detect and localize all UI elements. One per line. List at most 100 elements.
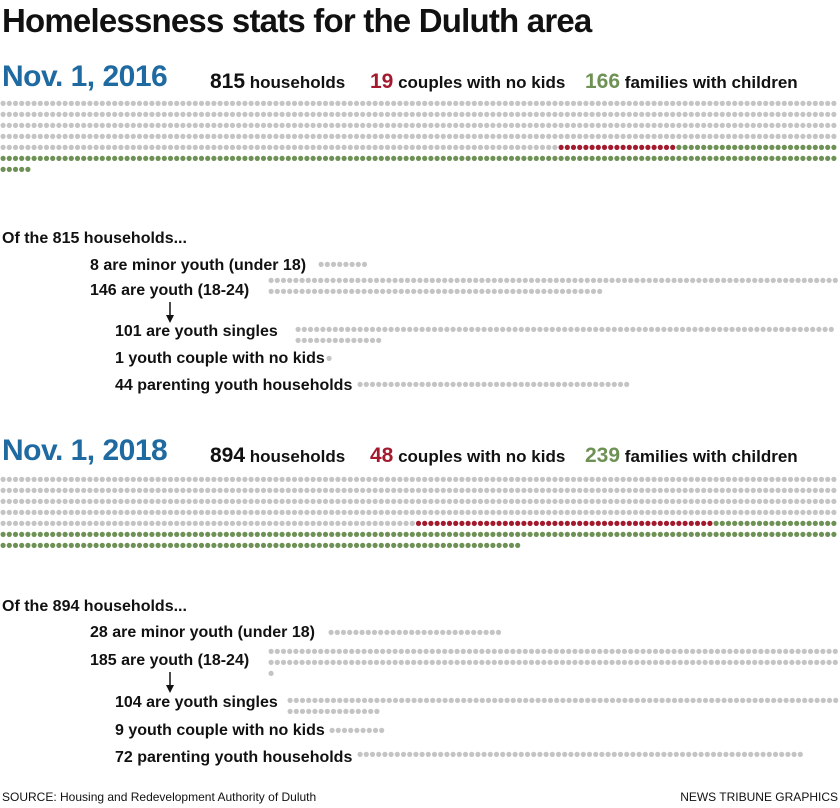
household-dot <box>515 520 521 526</box>
household-dot <box>800 122 806 128</box>
household-dot <box>713 509 719 515</box>
household-dot <box>608 155 614 161</box>
household-dot <box>446 133 453 139</box>
household-dot <box>603 697 609 703</box>
household-dot <box>136 111 143 117</box>
household-dot <box>750 144 756 150</box>
household-dot <box>614 111 620 117</box>
household-dot <box>236 122 242 128</box>
household-dot <box>413 381 419 387</box>
household-dot <box>580 751 586 757</box>
household-dot <box>217 531 223 537</box>
household-dot <box>490 155 496 161</box>
families-count-2016: 166 <box>585 70 621 93</box>
household-dot <box>440 509 446 515</box>
household-dot <box>651 100 657 106</box>
household-dot <box>732 476 738 482</box>
household-dot <box>521 144 527 150</box>
household-dot <box>345 337 351 343</box>
household-dot <box>316 509 322 515</box>
household-dot <box>305 659 311 665</box>
household-dot <box>820 659 826 665</box>
household-dot <box>6 144 12 150</box>
household-dot <box>136 498 143 504</box>
household-dot <box>74 100 81 106</box>
household-dot <box>149 476 155 482</box>
household-dot <box>223 144 229 150</box>
household-dot <box>453 155 459 161</box>
household-dot <box>338 326 345 332</box>
household-dot <box>386 648 392 654</box>
household-dot <box>707 531 713 537</box>
household-dot <box>366 531 372 537</box>
household-dot <box>87 520 93 526</box>
household-dot <box>694 531 701 537</box>
household-dot <box>701 100 707 106</box>
household-dot <box>62 144 68 150</box>
household-dot <box>608 498 614 504</box>
household-dot <box>6 122 12 128</box>
household-dot <box>305 277 311 283</box>
household-dot <box>812 509 818 515</box>
household-dot <box>434 509 440 515</box>
household-dot <box>659 659 665 665</box>
household-dot <box>360 476 366 482</box>
household-dot <box>174 100 180 106</box>
household-dot <box>355 697 361 703</box>
household-dot <box>143 520 149 526</box>
household-dot <box>657 144 663 150</box>
household-dot <box>260 542 267 548</box>
household-dot <box>405 697 411 703</box>
household-dot <box>279 509 285 515</box>
household-dot <box>539 520 546 526</box>
household-dot <box>324 288 330 294</box>
household-dot <box>772 326 779 332</box>
household-dot <box>341 155 347 161</box>
household-dot <box>454 648 460 654</box>
household-dot <box>341 122 347 128</box>
household-dot <box>539 487 546 493</box>
household-dot <box>758 277 764 283</box>
household-dot <box>415 542 422 548</box>
household-dot <box>112 531 118 537</box>
household-dot <box>597 648 603 654</box>
household-dot <box>450 751 456 757</box>
household-dot <box>465 531 471 537</box>
household-dot <box>704 751 710 757</box>
household-dot <box>174 487 180 493</box>
household-dot <box>353 144 360 150</box>
household-dot <box>378 498 384 504</box>
household-dot <box>248 520 254 526</box>
household-dot <box>236 542 242 548</box>
household-dot <box>409 520 415 526</box>
household-dot <box>99 100 105 106</box>
household-dot <box>149 542 155 548</box>
household-dot <box>583 476 589 482</box>
household-dot <box>465 111 471 117</box>
household-dot <box>81 476 87 482</box>
household-dot <box>301 337 307 343</box>
household-dot <box>831 111 837 117</box>
household-dot <box>304 498 310 504</box>
household-dot <box>434 476 440 482</box>
minor-youth-label-2016: 8 are minor youth (under 18) <box>90 257 307 274</box>
household-dot <box>360 727 366 733</box>
household-dot <box>497 659 504 665</box>
household-dot <box>719 133 725 139</box>
household-dot <box>766 751 772 757</box>
household-dot <box>37 509 43 515</box>
household-dot <box>459 476 465 482</box>
household-dot <box>459 542 465 548</box>
household-dot <box>800 498 806 504</box>
household-dot <box>365 629 371 635</box>
household-dot <box>328 629 334 635</box>
household-dot <box>273 122 279 128</box>
household-dot <box>820 697 826 703</box>
household-dot <box>521 155 527 161</box>
household-dot <box>242 122 248 128</box>
youth-label-2018: 185 are youth (18-24) <box>90 652 250 669</box>
household-dot <box>475 326 481 332</box>
household-dot <box>93 155 99 161</box>
household-dot <box>93 498 99 504</box>
household-dot <box>310 133 316 139</box>
